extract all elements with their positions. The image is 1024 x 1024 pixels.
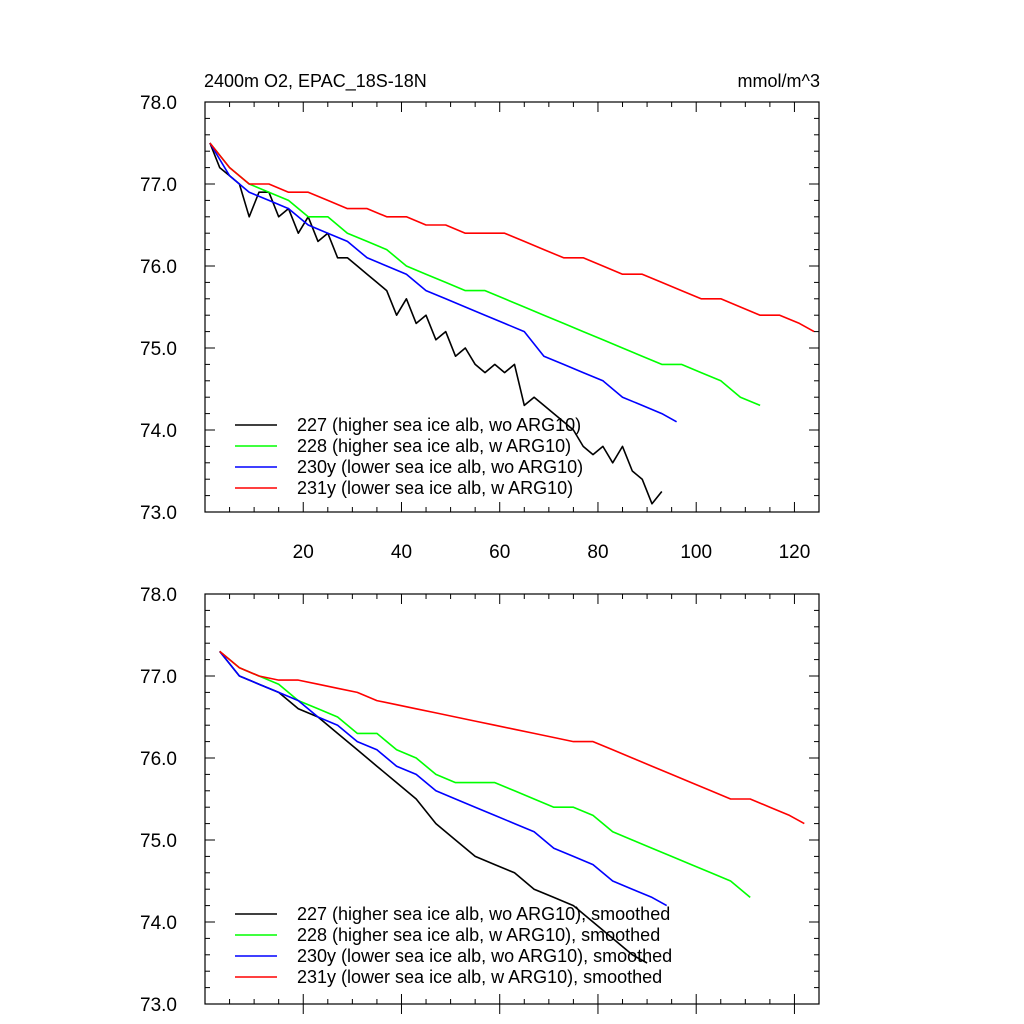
x-tick-label: 120 [779, 542, 811, 563]
series-line-3 [209, 142, 677, 423]
legend-label-4: 231y (lower sea ice alb, w ARG10), smoot… [297, 967, 662, 987]
legend-label-3: 230y (lower sea ice alb, wo ARG10) [297, 457, 583, 477]
series-line-3 [219, 650, 668, 907]
y-tick-label: 75.0 [140, 831, 177, 852]
bottom-panel-frame [204, 593, 820, 1005]
x-tick-label: 60 [489, 542, 510, 563]
series-line-4 [219, 650, 805, 825]
x-tick-label: 80 [587, 542, 608, 563]
y-tick-label: 78.0 [140, 93, 177, 114]
top-panel: 2400m O2, EPAC_18S-18N mmol/m^3 73.0 74.0… [140, 71, 820, 563]
top-panel-series-group [209, 142, 815, 505]
series-line-1 [209, 142, 663, 505]
y-tick-label: 76.0 [140, 257, 177, 278]
top-panel-legend: 227 (higher sea ice alb, wo ARG10)228 (h… [235, 415, 583, 498]
top-panel-title: 2400m O2, EPAC_18S-18N [204, 71, 427, 92]
legend-label-2: 228 (higher sea ice alb, w ARG10), smoot… [297, 925, 660, 945]
legend-label-1: 227 (higher sea ice alb, wo ARG10) [297, 415, 581, 435]
series-line-2 [219, 650, 751, 899]
y-tick-label: 77.0 [140, 667, 177, 688]
y-tick-label: 74.0 [140, 421, 177, 442]
bottom-panel-legend: 227 (higher sea ice alb, wo ARG10), smoo… [235, 904, 672, 987]
x-tick-label: 100 [680, 542, 712, 563]
legend-label-4: 231y (lower sea ice alb, w ARG10) [297, 478, 573, 498]
top-panel-frame [204, 101, 820, 513]
bottom-panel-series-group [219, 650, 805, 964]
x-tick-label: 20 [293, 542, 314, 563]
legend-label-2: 228 (higher sea ice alb, w ARG10) [297, 436, 571, 456]
series-line-1 [219, 650, 648, 964]
y-tick-label: 78.0 [140, 585, 177, 606]
bottom-panel: 73.0 74.0 75.0 76.0 77.0 78.0 227 (higher sea… [140, 585, 820, 1016]
y-tick-label: 73.0 [140, 995, 177, 1016]
series-line-4 [209, 142, 815, 333]
y-tick-label: 74.0 [140, 913, 177, 934]
top-panel-axes: 73.0 74.0 75.0 76.0 77.0 78.0 20 40 60 80 100 120 [140, 93, 820, 563]
series-line-2 [209, 142, 761, 407]
y-tick-label: 76.0 [140, 749, 177, 770]
top-panel-units: mmol/m^3 [738, 71, 820, 91]
y-tick-label: 77.0 [140, 175, 177, 196]
y-tick-label: 73.0 [140, 503, 177, 524]
x-tick-label: 40 [391, 542, 412, 563]
legend-label-1: 227 (higher sea ice alb, wo ARG10), smoo… [297, 904, 670, 924]
bottom-panel-axes: 73.0 74.0 75.0 76.0 77.0 78.0 [140, 585, 820, 1016]
legend-label-3: 230y (lower sea ice alb, wo ARG10), smoo… [297, 946, 672, 966]
y-tick-label: 75.0 [140, 339, 177, 360]
